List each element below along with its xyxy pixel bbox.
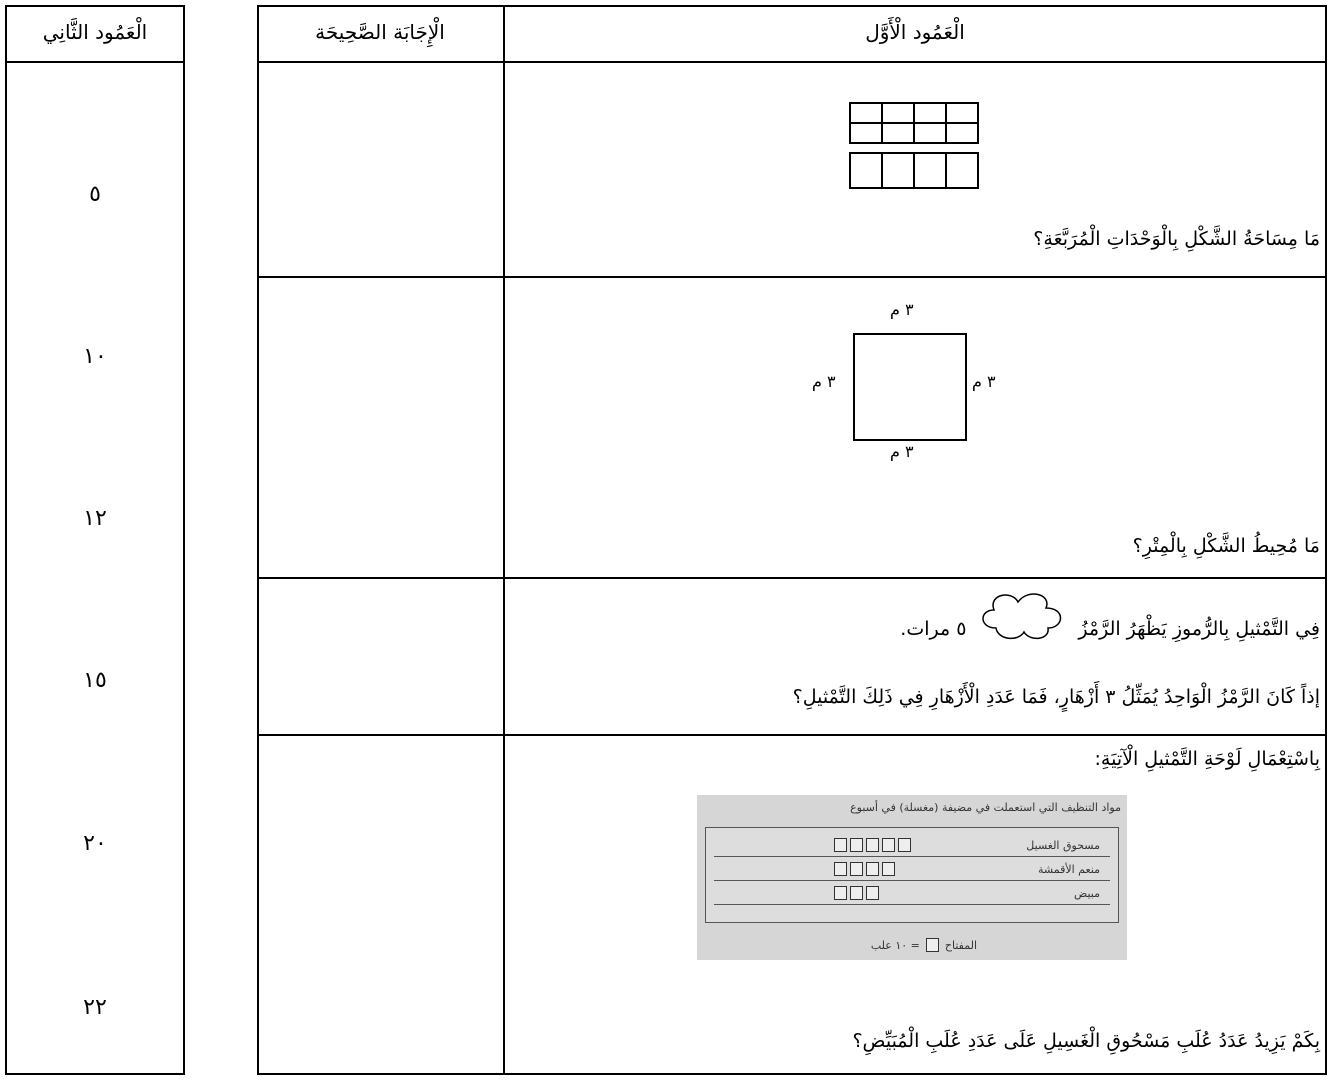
value: ٢٠	[83, 831, 107, 856]
side-label: ٣ م	[972, 372, 996, 391]
answer-header: الْإِجَابَة الصَّحِيحَة	[315, 20, 445, 44]
column-one-header: الْعَمُود الْأَوَّل	[865, 20, 965, 44]
icon	[834, 862, 847, 876]
icon	[866, 886, 879, 900]
key-icon	[925, 938, 939, 952]
icon	[850, 862, 863, 876]
rule	[503, 5, 505, 1075]
icons	[834, 886, 879, 900]
value: ٢٢	[83, 995, 107, 1020]
value: ٥	[89, 182, 101, 207]
column-two-table	[5, 5, 185, 1075]
question-line: فِي التَّمْثيلِ بِالرُّموزِ يَظْهَرُ الر…	[900, 588, 1320, 642]
flower-symbol	[982, 593, 1062, 640]
key-label: المفتاح	[944, 938, 977, 952]
icon	[866, 838, 879, 852]
side-label: ٣ م	[890, 300, 914, 319]
rule	[257, 734, 1327, 736]
row-label: مبيض	[1073, 887, 1100, 900]
icon	[834, 886, 847, 900]
icon	[882, 862, 895, 876]
row-label: منعم الأقمشة	[1038, 863, 1100, 876]
unit-grid	[849, 102, 979, 189]
rule	[257, 577, 1327, 579]
main-table	[257, 5, 1327, 1075]
pictograph-row: مبيض	[714, 884, 1110, 905]
side-label: ٣ م	[812, 372, 836, 391]
question: مَا مِسَاحَةُ الشَّكْلِ بِالْوَحْدَاتِ ا…	[1033, 228, 1320, 250]
question: بِكَمْ يَزِيدُ عَدَدُ عُلَبِ مَسْحُوقِ ا…	[852, 1030, 1320, 1052]
icon	[882, 838, 895, 852]
pictograph: مواد التنظيف التي استعملت في مضيفة (مغسل…	[697, 795, 1127, 960]
pictograph-row: منعم الأقمشة	[714, 860, 1110, 881]
key-value: = ١٠ علب	[870, 938, 920, 952]
icons	[834, 838, 911, 852]
text: ٥ مرات.	[900, 618, 967, 640]
question: مَا مُحِيطُ الشَّكْلِ بِالْمِتْرِ؟	[1132, 535, 1320, 557]
text: فِي التَّمْثيلِ بِالرُّموزِ يَظْهَرُ الر…	[1078, 618, 1320, 640]
pictograph-table: مسحوق الغسيل منعم الأقمشة مبيض	[705, 827, 1119, 923]
value: ١٠	[83, 344, 107, 369]
value: ١٥	[83, 668, 107, 693]
side-label: ٣ م	[890, 442, 914, 461]
icons	[834, 862, 895, 876]
icon	[898, 838, 911, 852]
question: إذاً كَانَ الرَّمْزُ الْوَاحِدُ يُمَثِّل…	[792, 686, 1320, 708]
column-two-header: الْعَمُود الثَّانِي	[42, 20, 148, 44]
icon	[850, 838, 863, 852]
square	[853, 333, 967, 441]
value: ١٢	[83, 506, 107, 531]
icon	[834, 838, 847, 852]
icon	[850, 886, 863, 900]
pictograph-title: مواد التنظيف التي استعملت في مضيفة (مغسل…	[850, 801, 1121, 814]
key: المفتاح = ١٠ علب	[871, 938, 977, 952]
pictograph-row: مسحوق الغسيل	[714, 836, 1110, 857]
rule	[5, 61, 185, 63]
intro: بِاسْتِعْمَالِ لَوْحَةِ التَّمْثيلِ الْآ…	[1094, 748, 1321, 770]
row-label: مسحوق الغسيل	[1026, 839, 1100, 852]
icon	[866, 862, 879, 876]
rule	[257, 61, 1327, 63]
rule	[257, 276, 1327, 278]
